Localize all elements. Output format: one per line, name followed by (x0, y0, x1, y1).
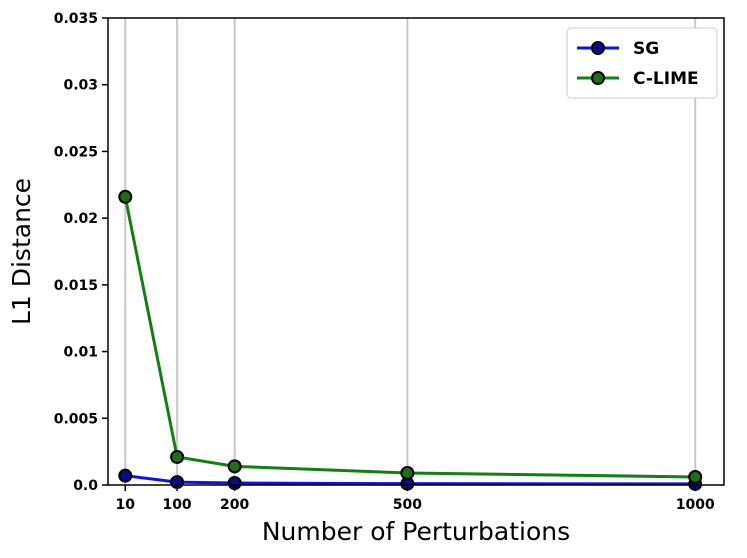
x-tick-label: 10 (116, 497, 136, 513)
series-line-c-lime (123, 196, 696, 479)
x-axis-label: Number of Perturbations (262, 517, 570, 546)
data-point-c-lime (118, 189, 133, 204)
x-tick-label: 1000 (676, 497, 715, 513)
y-tick-label: 0.0 (73, 478, 98, 494)
axis-ticks: 10 100 200 500 1000 0.0 0.005 0.01 0.015 0.02 0.02… (54, 11, 715, 513)
y-tick-label: 0.02 (63, 211, 98, 227)
y-axis-label: L1 Distance (7, 178, 36, 325)
legend-label-c-lime: C-LIME (633, 69, 699, 89)
data-point-c-lime (227, 459, 242, 474)
x-tick-label: 100 (162, 497, 191, 513)
data-point-c-lime (170, 449, 185, 464)
legend-label-sg: SG (633, 39, 659, 59)
y-tick-label: 0.035 (54, 11, 98, 27)
y-tick-label: 0.015 (54, 278, 98, 294)
x-tick-label: 500 (393, 497, 422, 513)
data-point-sg (118, 468, 133, 483)
series-markers (118, 189, 703, 491)
y-tick-label: 0.005 (54, 411, 98, 427)
legend: SG C-LIME (566, 27, 718, 99)
legend-marker-c-lime (591, 71, 605, 85)
plot-frame (107, 17, 725, 486)
y-tick-label: 0.03 (63, 78, 98, 94)
series-lines (123, 196, 696, 486)
y-tick-label: 0.025 (54, 144, 98, 160)
y-tick-label: 0.01 (63, 345, 98, 361)
legend-marker-sg (591, 41, 605, 55)
data-point-c-lime (400, 465, 415, 480)
x-tick-label: 200 (220, 497, 249, 513)
data-point-c-lime (688, 469, 703, 484)
